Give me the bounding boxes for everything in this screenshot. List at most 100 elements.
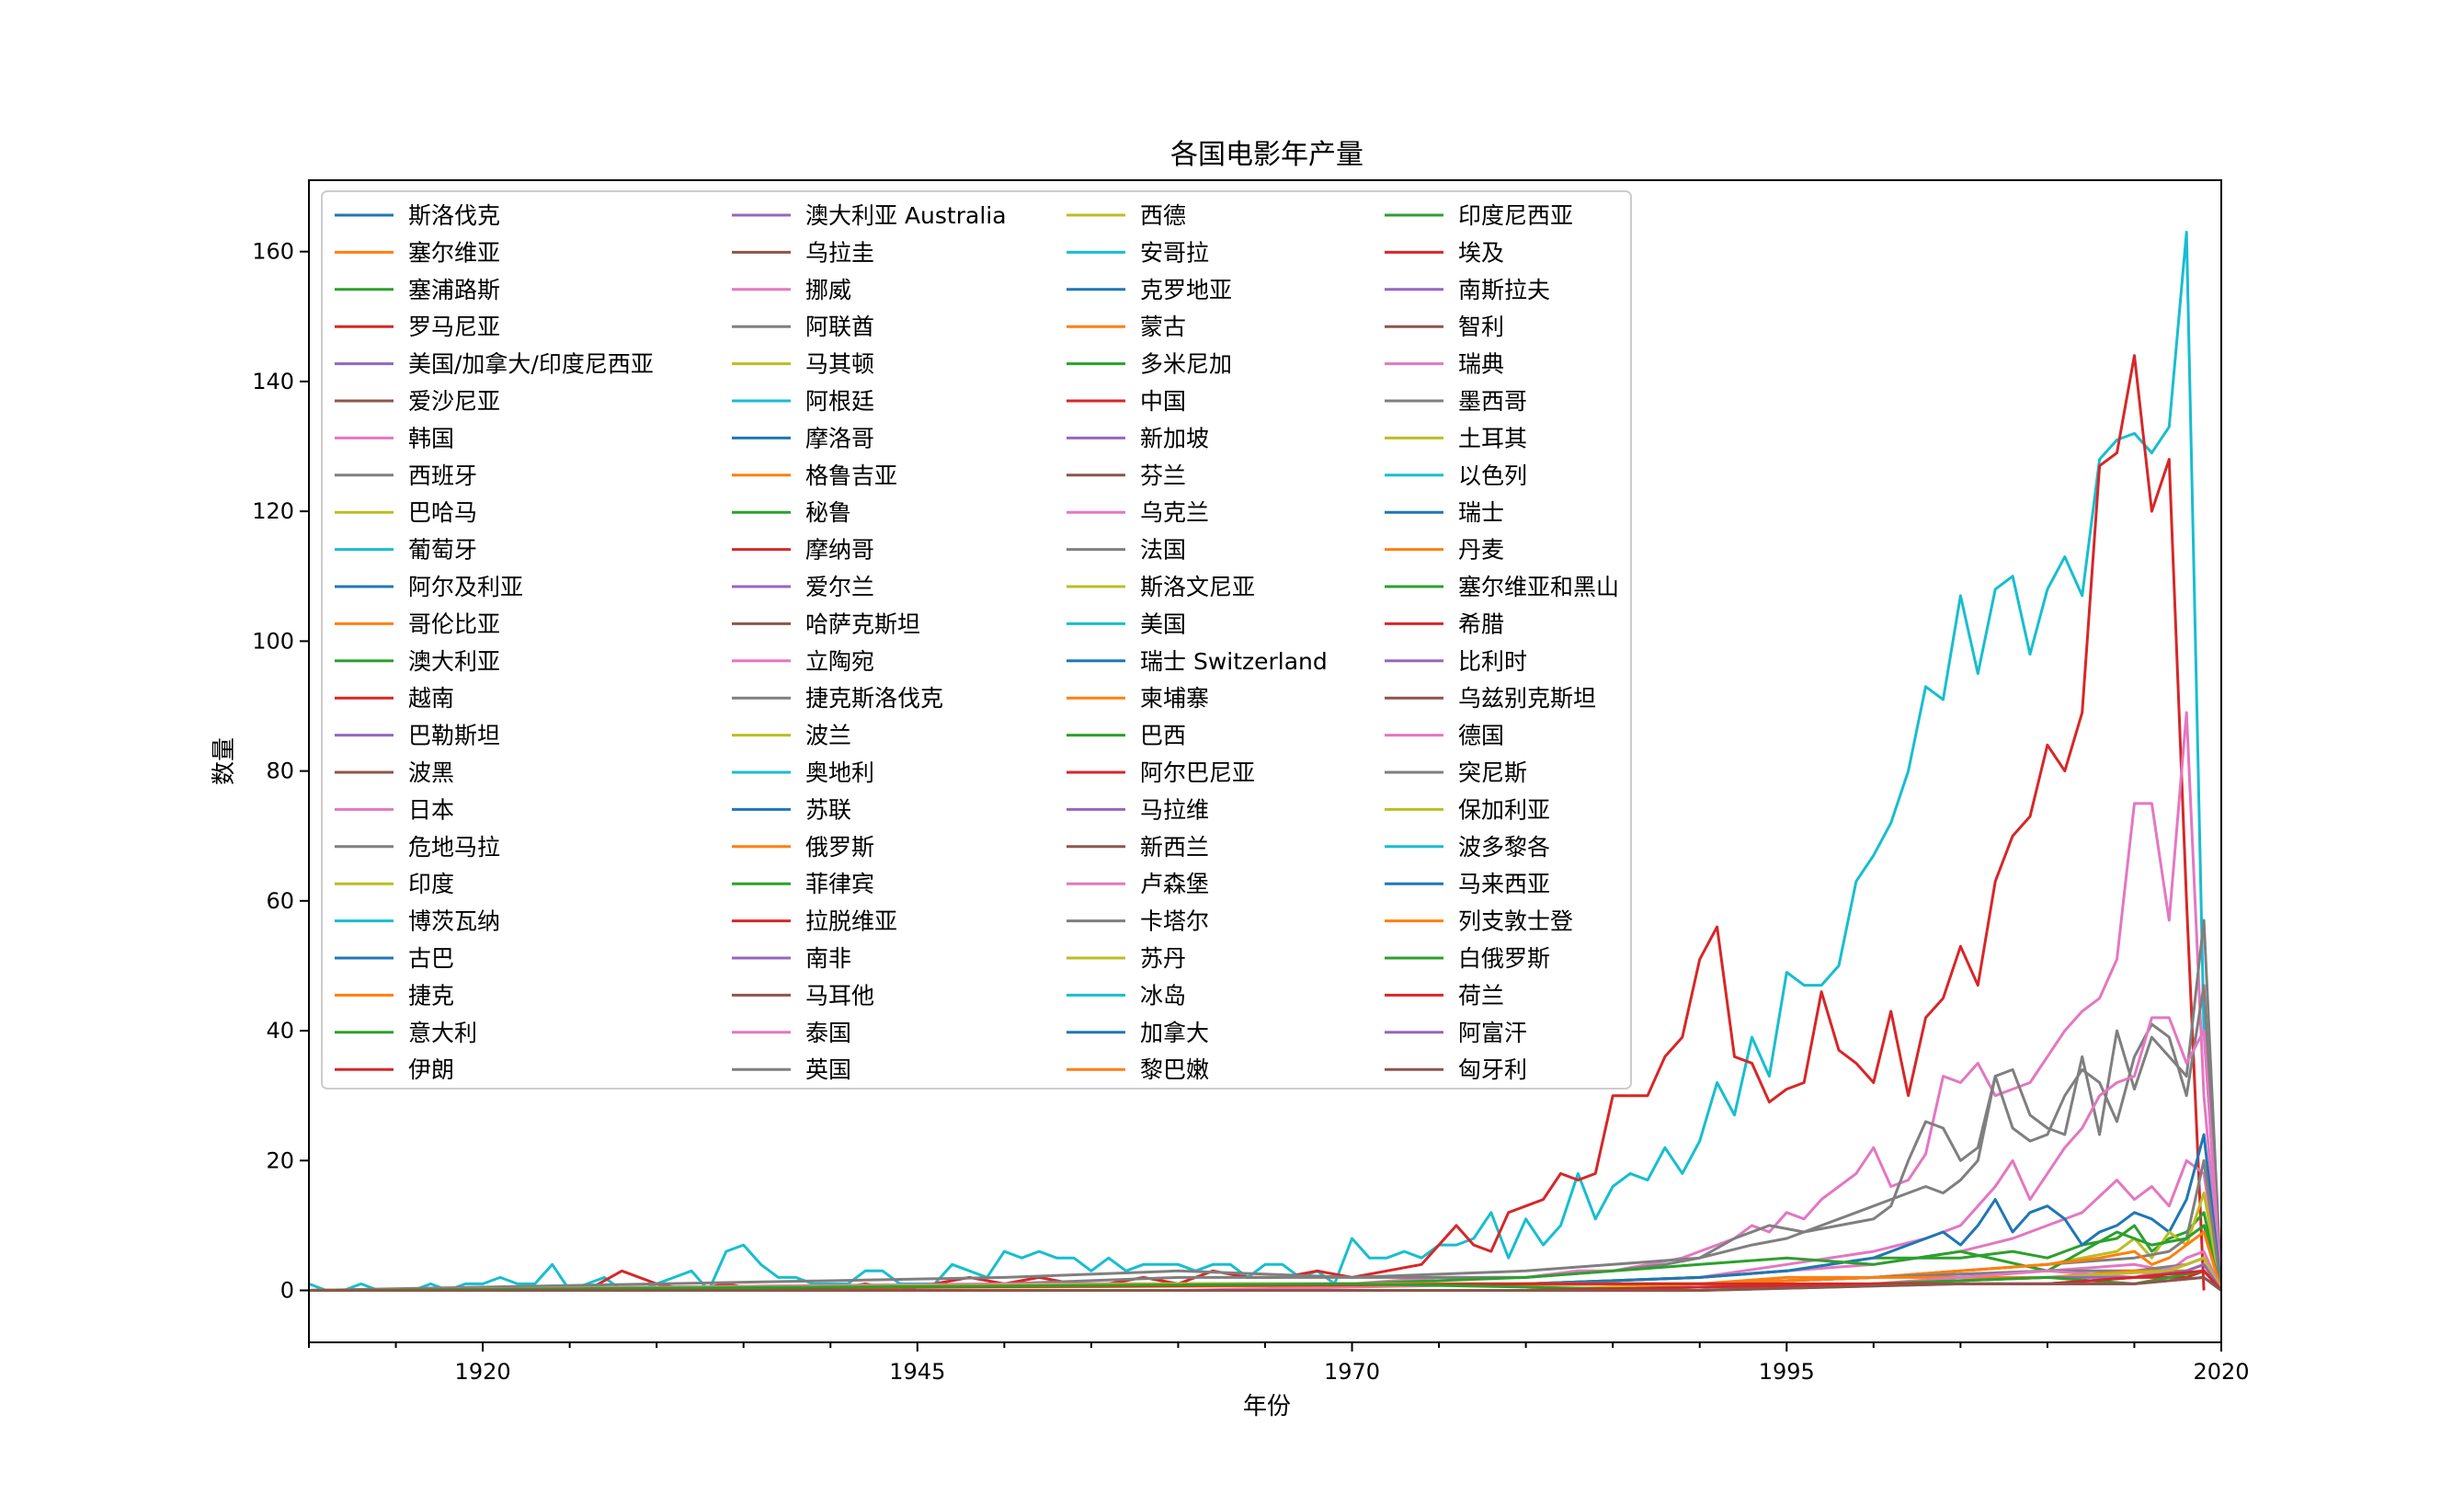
legend-label: 俄罗斯 (805, 834, 874, 861)
legend-items: 斯洛伐克塞尔维亚塞浦路斯罗马尼亚美国/加拿大/印度尼西亚爱沙尼亚韩国西班牙巴哈马… (335, 202, 1619, 1083)
legend-label: 爱沙尼亚 (408, 388, 500, 415)
legend-label: 瑞士 (1458, 499, 1504, 526)
legend-label: 挪威 (805, 277, 851, 303)
legend-label: 巴西 (1140, 723, 1186, 749)
legend-label: 韩国 (408, 425, 454, 451)
legend-label: 巴勒斯坦 (408, 723, 500, 749)
legend-label: 葡萄牙 (408, 537, 477, 564)
legend-label: 阿尔及利亚 (408, 574, 523, 600)
legend-label: 危地马拉 (408, 834, 500, 861)
y-tick-label: 20 (266, 1147, 294, 1173)
legend-label: 塞尔维亚和黑山 (1458, 574, 1619, 600)
legend-label: 波兰 (805, 723, 851, 749)
legend-label: 伊朗 (408, 1056, 454, 1083)
series-line-2 (309, 711, 2221, 1292)
legend-label: 土耳其 (1458, 425, 1527, 451)
legend-label: 保加利亚 (1458, 796, 1550, 823)
legend-label: 哥伦比亚 (408, 610, 500, 637)
legend-label: 澳大利亚 (408, 648, 500, 675)
legend-label: 塞浦路斯 (408, 277, 500, 303)
y-tick-label: 40 (266, 1018, 294, 1044)
legend-label: 波黑 (408, 759, 454, 786)
legend-label: 法国 (1140, 537, 1186, 564)
legend-label: 列支敦士登 (1458, 908, 1573, 935)
series-layer (309, 231, 2221, 1292)
legend-label: 奥地利 (805, 759, 874, 786)
legend-label: 比利时 (1458, 648, 1527, 675)
legend-label: 新西兰 (1140, 834, 1209, 861)
legend-label: 阿尔巴尼亚 (1140, 759, 1255, 786)
legend-label: 西德 (1140, 202, 1186, 229)
legend-label: 捷克斯洛伐克 (805, 685, 943, 712)
y-axis-title: 数量 (211, 737, 238, 785)
legend-label: 苏联 (805, 796, 851, 823)
legend-label: 哈萨克斯坦 (805, 610, 920, 637)
legend-label: 印度 (408, 871, 454, 897)
series-line-23 (309, 1275, 2221, 1292)
y-tick-label: 120 (252, 498, 294, 524)
x-tick-label: 1920 (455, 1359, 511, 1385)
legend-label: 南斯拉夫 (1458, 277, 1550, 303)
legend-label: 乌克兰 (1140, 499, 1209, 526)
legend-label: 中国 (1140, 388, 1186, 415)
legend-label: 马拉维 (1140, 796, 1209, 823)
legend-label: 匈牙利 (1458, 1056, 1527, 1083)
series-line-11 (309, 1224, 2221, 1292)
legend-label: 西班牙 (408, 462, 477, 489)
series-line-5 (309, 1016, 2221, 1292)
legend-label: 安哥拉 (1140, 239, 1209, 266)
legend-label: 苏丹 (1140, 945, 1186, 972)
y-tick-label: 100 (252, 628, 294, 654)
legend-label: 马来西亚 (1458, 871, 1550, 897)
x-tick-label: 1970 (1324, 1359, 1380, 1385)
legend-label: 立陶宛 (805, 648, 874, 675)
legend-label: 瑞士 Switzerland (1140, 648, 1328, 675)
legend-label: 意大利 (408, 1020, 477, 1046)
legend-label: 智利 (1458, 314, 1504, 340)
x-tick-label: 2020 (2193, 1359, 2249, 1385)
legend-label: 卡塔尔 (1140, 908, 1209, 935)
legend-label: 美国 (1140, 610, 1186, 637)
legend-label: 瑞典 (1458, 351, 1504, 378)
y-tick-label: 160 (252, 239, 294, 265)
legend-label: 马耳他 (805, 982, 874, 1009)
y-axis: 0 20 40 60 80 100 120 140 160 (252, 239, 309, 1304)
legend-label: 摩洛哥 (805, 425, 874, 451)
legend-label: 蒙古 (1140, 314, 1186, 340)
legend-label: 波多黎各 (1458, 834, 1550, 861)
x-axis: 1920 1945 1970 1995 2020 (308, 1342, 2250, 1385)
legend-label: 格鲁吉亚 (805, 462, 897, 489)
legend-label: 希腊 (1458, 610, 1504, 637)
legend-label: 捷克 (408, 982, 454, 1009)
chart-title: 各国电影年产量 (1170, 139, 1363, 171)
legend-label: 爱尔兰 (805, 574, 874, 600)
legend-label: 白俄罗斯 (1458, 945, 1550, 972)
legend-label: 埃及 (1458, 239, 1504, 266)
legend-label: 墨西哥 (1458, 388, 1527, 415)
legend-label: 乌兹别克斯坦 (1458, 685, 1596, 712)
legend-label: 塞尔维亚 (408, 239, 500, 266)
legend-label: 荷兰 (1458, 982, 1504, 1009)
series-line-8 (309, 1133, 2221, 1292)
legend-label: 德国 (1458, 723, 1504, 749)
legend-frame (321, 190, 1632, 1090)
legend-label: 泰国 (805, 1020, 851, 1046)
x-tick-label: 1995 (1759, 1359, 1815, 1385)
plot-area (308, 179, 2222, 1343)
x-tick-label: 1945 (889, 1359, 945, 1385)
legend-label: 黎巴嫩 (1140, 1056, 1209, 1083)
series-line-4 (309, 984, 2221, 1292)
legend-label: 秘鲁 (805, 499, 851, 526)
y-tick-label: 80 (266, 759, 294, 784)
legend-label: 阿根廷 (805, 388, 874, 415)
legend-label: 罗马尼亚 (408, 314, 500, 340)
legend-label: 加拿大 (1140, 1020, 1209, 1046)
legend: 斯洛伐克塞尔维亚塞浦路斯罗马尼亚美国/加拿大/印度尼西亚爱沙尼亚韩国西班牙巴哈马… (321, 190, 1632, 1090)
legend-label: 斯洛文尼亚 (1140, 574, 1255, 600)
legend-label: 美国/加拿大/印度尼西亚 (408, 351, 654, 378)
legend-label: 多米尼加 (1140, 351, 1232, 378)
legend-label: 冰岛 (1140, 982, 1186, 1009)
legend-label: 新加坡 (1140, 425, 1209, 451)
legend-label: 乌拉圭 (805, 239, 874, 266)
